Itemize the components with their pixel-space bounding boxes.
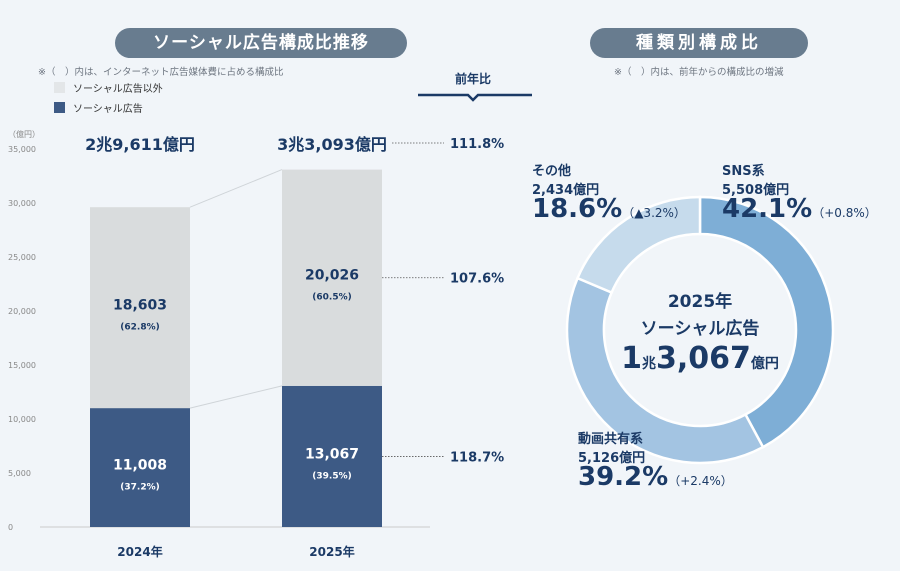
x-tick-label: 2025年 xyxy=(309,544,354,559)
center-label: ソーシャル広告 xyxy=(640,319,760,339)
connector-line xyxy=(189,169,283,208)
donut-center: 2025年 ソーシャル広告 1兆3,067億円 xyxy=(600,287,800,376)
legend-label: ソーシャル広告以外 xyxy=(73,84,163,95)
data-label-other: 20,026 xyxy=(305,268,359,284)
bar-chart-title: ソーシャル広告構成比推移 xyxy=(115,28,407,58)
bar-other xyxy=(282,169,382,386)
x-tick-label: 2024年 xyxy=(117,544,162,559)
y-tick-label: 35,000 xyxy=(8,145,36,154)
bar-social xyxy=(282,385,382,527)
yoy-value: 118.7% xyxy=(450,450,504,465)
y-tick-label: 5,000 xyxy=(8,469,31,478)
donut-slice xyxy=(698,195,835,449)
data-label-other: 18,603 xyxy=(113,298,167,314)
bar-other xyxy=(90,207,190,409)
legend-item-other: ソーシャル広告以外 xyxy=(54,80,163,95)
slice-label-sns: SNS系 5,508億円 42.1%（+0.8%） xyxy=(722,164,877,224)
total-label: 2兆9,611億円 xyxy=(85,135,195,154)
y-tick-label: 25,000 xyxy=(8,253,36,262)
y-tick-label: 10,000 xyxy=(8,415,36,424)
y-axis-label: （億円） xyxy=(8,129,40,139)
center-total: 1兆3,067億円 xyxy=(621,341,779,376)
share-label-other: (62.8%) xyxy=(120,323,159,333)
bar-social xyxy=(90,408,190,527)
share-label-social: (37.2%) xyxy=(120,483,159,493)
donut-chart-title: 種類別構成比 xyxy=(590,28,808,58)
donut-slice xyxy=(565,276,765,465)
y-tick-label: 30,000 xyxy=(8,199,36,208)
data-label-social: 11,008 xyxy=(113,458,167,474)
yoy-header: 前年比 xyxy=(455,72,492,86)
slice-label-video: 動画共有系 5,126億円 39.2%（+2.4%） xyxy=(578,432,733,492)
y-tick-label: 15,000 xyxy=(8,361,36,370)
donut-chart-note: ※（ ）内は、前年からの構成比の増減 xyxy=(614,67,784,78)
legend-label: ソーシャル広告 xyxy=(73,104,143,115)
share-label-social: (39.5%) xyxy=(312,471,351,481)
legend-item-social: ソーシャル広告 xyxy=(54,100,143,115)
share-label-other: (60.5%) xyxy=(312,293,351,303)
yoy-header-line xyxy=(418,93,532,102)
y-tick-label: 0 xyxy=(8,523,13,532)
yoy-value: 111.8% xyxy=(450,137,504,152)
legend-swatch xyxy=(54,82,65,93)
total-label: 3兆3,093億円 xyxy=(277,135,387,154)
bar-chart-note: ※（ ）内は、インターネット広告媒体費に占める構成比 xyxy=(38,67,284,78)
center-year: 2025年 xyxy=(667,292,733,312)
yoy-value: 107.6% xyxy=(450,272,504,287)
donut-slice xyxy=(575,195,702,295)
data-label-social: 13,067 xyxy=(305,446,359,462)
legend-swatch xyxy=(54,102,65,113)
connector-line xyxy=(189,385,283,409)
y-tick-label: 20,000 xyxy=(8,307,36,316)
slice-label-other: その他 2,434億円 18.6%（▲3.2%） xyxy=(532,164,686,224)
